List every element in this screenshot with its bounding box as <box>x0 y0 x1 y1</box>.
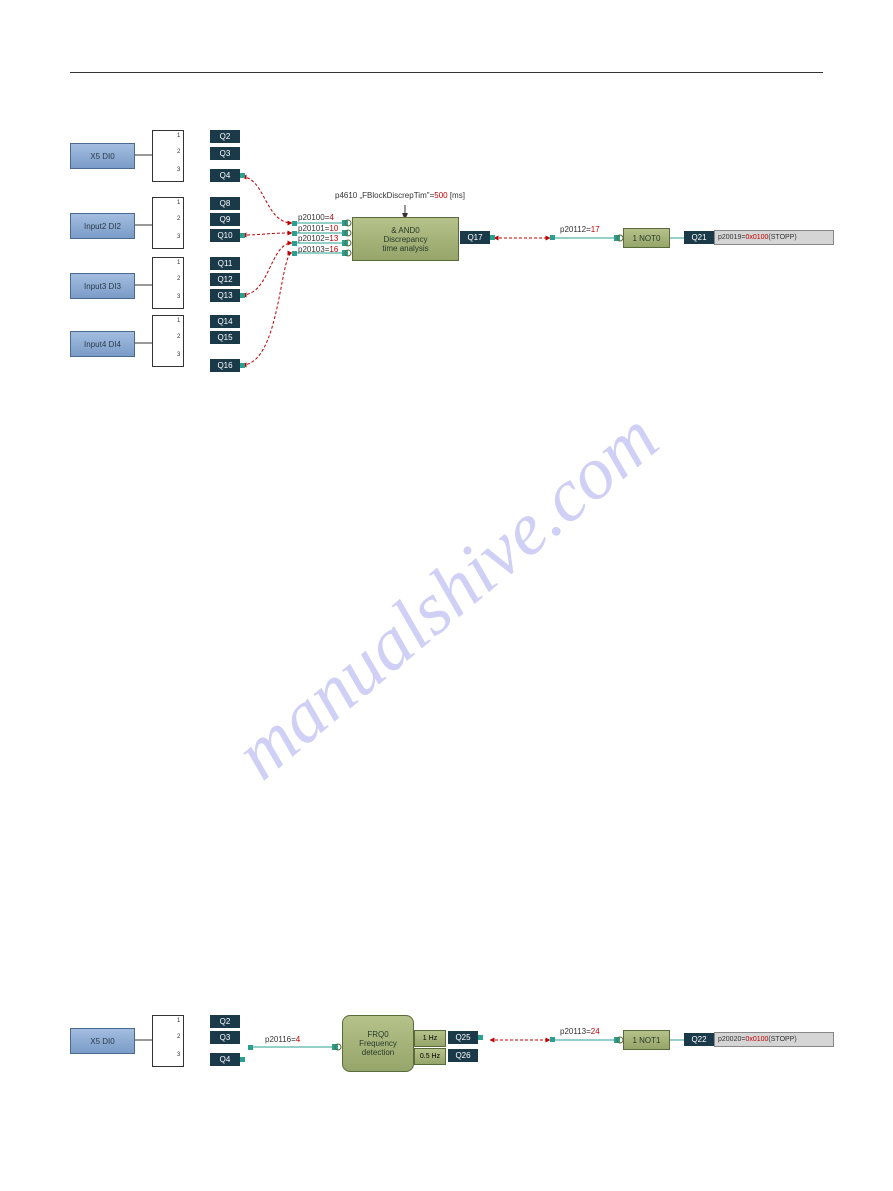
header-rule <box>70 72 823 73</box>
q15: Q15 <box>210 331 240 344</box>
q12: Q12 <box>210 273 240 286</box>
q26: Q26 <box>448 1049 478 1062</box>
p20116: p20116=4 <box>265 1035 300 1044</box>
label: Input3 DI3 <box>84 282 121 291</box>
mux-3: 123 <box>152 315 184 367</box>
d2-q4: Q4 <box>210 1053 240 1066</box>
mux-0: 123 <box>152 130 184 182</box>
label: X5 DI0 <box>90 1037 114 1046</box>
p20113: p20113=24 <box>560 1027 600 1036</box>
label: Input4 DI4 <box>84 340 121 349</box>
q4: Q4 <box>210 169 240 182</box>
input-4-di4: Input4 DI4 <box>70 331 135 357</box>
q10: Q10 <box>210 229 240 242</box>
q13: Q13 <box>210 289 240 302</box>
q22: Q22 <box>684 1033 714 1046</box>
p4610: p4610 „FBlockDiscrepTim"=500 [ms] <box>335 191 465 200</box>
page: manualshive.com <box>0 0 893 1191</box>
d2-mux: 123 <box>152 1015 184 1067</box>
frq0-block: FRQ0 Frequency detection <box>342 1015 414 1072</box>
q14: Q14 <box>210 315 240 328</box>
hz-1: 1 Hz <box>414 1030 446 1047</box>
q21: Q21 <box>684 231 714 244</box>
p20103: p20103=16 <box>298 245 338 254</box>
mux-2: 123 <box>152 257 184 309</box>
watermark: manualshive.com <box>219 395 675 797</box>
q8: Q8 <box>210 197 240 210</box>
hz-05: 0.5 Hz <box>414 1048 446 1065</box>
input-x5-di0: X5 DI0 <box>70 143 135 169</box>
input-2-di2: Input2 DI2 <box>70 213 135 239</box>
mux-1: 123 <box>152 197 184 249</box>
out-p20019: p20019=0x0100 (STOPP) <box>714 230 834 245</box>
q25: Q25 <box>448 1031 478 1044</box>
q2: Q2 <box>210 130 240 143</box>
q16: Q16 <box>210 359 240 372</box>
p20112: p20112=17 <box>560 225 600 234</box>
input-3-di3: Input3 DI3 <box>70 273 135 299</box>
label: X5 DI0 <box>90 152 114 161</box>
label: Input2 DI2 <box>84 222 121 231</box>
not0-block: 1 NOT0 <box>623 228 670 248</box>
p20100: p20100=4 <box>298 213 334 222</box>
not1-block: 1 NOT1 <box>623 1030 670 1050</box>
d2-q3: Q3 <box>210 1031 240 1044</box>
diagram-1: X5 DI0 123 Q2 Q3 Q4 Input2 DI2 123 Q8 Q9… <box>70 125 840 405</box>
q3: Q3 <box>210 147 240 160</box>
and0-block: & AND0 Discrepancy time analysis <box>352 217 459 261</box>
d2-input-x5-di0: X5 DI0 <box>70 1028 135 1054</box>
diagram-2: X5 DI0 123 Q2 Q3 Q4 p20116=4 FRQ0 Freque… <box>70 1000 840 1090</box>
p20102: p20102=13 <box>298 234 338 243</box>
out-p20020: p20020=0x0100 (STOPP) <box>714 1032 834 1047</box>
d2-q2: Q2 <box>210 1015 240 1028</box>
q9: Q9 <box>210 213 240 226</box>
wires-1 <box>70 125 840 405</box>
p20101: p20101=10 <box>298 224 338 233</box>
q11: Q11 <box>210 257 240 270</box>
q17: Q17 <box>460 231 490 244</box>
